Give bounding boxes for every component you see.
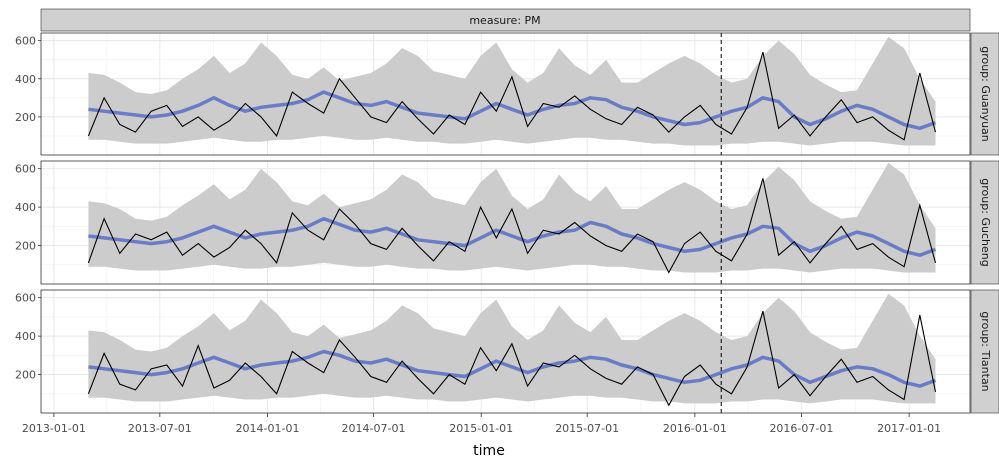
facet-strip-right	[970, 160, 999, 285]
y-tick-label: 400	[15, 201, 36, 214]
facet-strip-right-label: group: Gucheng	[979, 178, 992, 266]
x-tick-label: 2015-07-01	[555, 422, 619, 435]
x-tick-label: 2016-01-01	[663, 422, 727, 435]
panel-1: 200 400 600 group: Gucheng	[15, 160, 999, 285]
x-tick-label: 2016-07-01	[769, 422, 833, 435]
facet-strip-right	[970, 32, 999, 156]
y-tick-label: 200	[15, 369, 36, 382]
y-tick-label: 400	[15, 73, 36, 86]
observed-line	[87, 51, 937, 141]
x-tick-label: 2017-01-01	[877, 422, 941, 435]
y-tick-label: 600	[15, 292, 36, 305]
x-axis: 2013-01-01 2013-07-01 2014-01-01 2014-07-01…	[22, 413, 941, 435]
observed-line	[87, 178, 937, 274]
prediction-interval-band	[88, 293, 936, 404]
x-axis-title: time	[473, 443, 505, 459]
facet-strip-right	[970, 289, 999, 414]
prediction-interval-band	[88, 36, 936, 146]
y-tick-label: 600	[15, 35, 36, 48]
y-tick-label: 400	[15, 330, 36, 343]
x-tick-label: 2014-07-01	[342, 422, 406, 435]
panel-2: 200 400 600 group: Tiantan	[15, 289, 999, 414]
panel-border	[40, 289, 971, 414]
x-tick-label: 2014-01-01	[236, 422, 300, 435]
prediction-interval-band	[88, 162, 936, 273]
panel-border	[40, 160, 971, 285]
facet-strip-top-label: measure: PM	[469, 14, 540, 27]
x-tick-label: 2013-01-01	[22, 422, 86, 435]
panels-group: 200 400 600 group: Guanyuan 200 400 600 group: …	[15, 32, 999, 414]
facet-strip-right-label: group: Guanyuan	[979, 46, 992, 142]
x-tick-label: 2015-01-01	[449, 422, 513, 435]
x-tick-label: 2013-07-01	[128, 422, 192, 435]
facet-strip-top	[40, 8, 971, 32]
y-tick-label: 200	[15, 240, 36, 253]
panel-0: 200 400 600 group: Guanyuan	[15, 32, 999, 156]
facet-strip-right-label: group: Tiantan	[979, 311, 992, 391]
forecast-mean-line	[88, 216, 937, 257]
observed-line	[87, 310, 937, 407]
y-tick-label: 600	[15, 163, 36, 176]
panel-border	[40, 32, 971, 156]
y-tick-label: 200	[15, 111, 36, 124]
forecast-mean-line	[88, 90, 937, 131]
